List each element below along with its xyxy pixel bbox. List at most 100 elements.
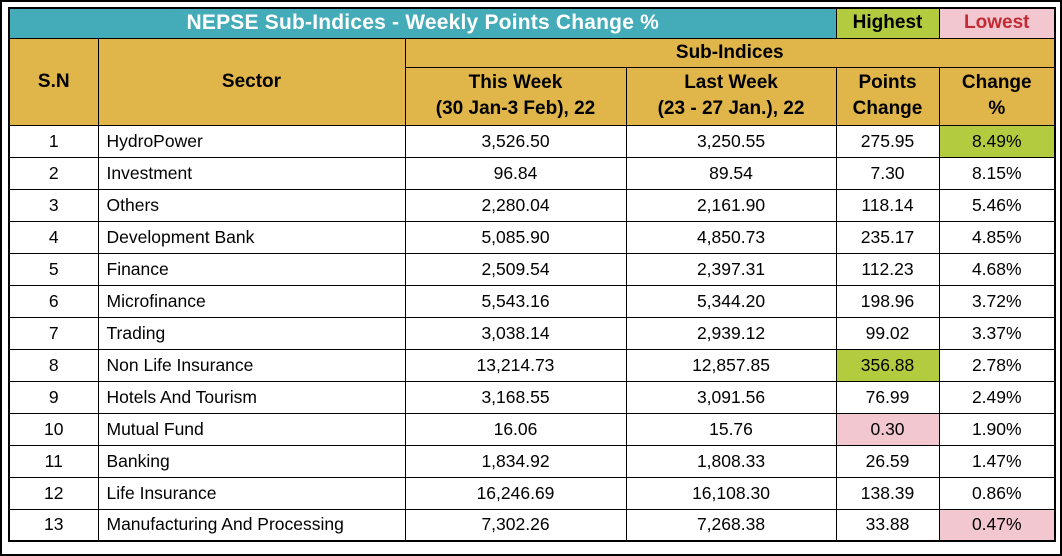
sector-cell: Microfinance (97, 284, 406, 318)
change-pct-cell: 8.15% (938, 156, 1056, 190)
last-week-cell: 2,161.90 (625, 188, 837, 222)
this-week-cell: 1,834.92 (404, 444, 627, 478)
last-week-cell: 3,091.56 (625, 380, 837, 414)
column-header-sn: S.N (8, 37, 99, 126)
points-change-cell: 33.88 (835, 508, 940, 542)
sn-cell: 1 (8, 124, 99, 158)
points-change-label-line2: Change (852, 98, 923, 119)
legend-highest-badge: Highest (835, 7, 940, 39)
change-pct-label-line2: % (988, 98, 1006, 119)
sn-cell: 2 (8, 156, 99, 190)
legend-lowest-badge: Lowest (938, 7, 1056, 39)
points-change-cell: 0.30 (835, 412, 940, 446)
points-change-cell: 76.99 (835, 380, 940, 414)
table-row: 3 Others 2,280.04 2,161.90 118.14 5.46% (8, 188, 1056, 222)
this-week-dates: (30 Jan-3 Feb), 22 (435, 98, 596, 119)
header-row-columns: This Week (30 Jan-3 Feb), 22 Last Week (… (9, 66, 1056, 126)
change-pct-cell: 4.68% (938, 252, 1056, 286)
column-header-points-change: Points Change (835, 66, 940, 126)
sn-cell: 5 (8, 252, 99, 286)
table-row: 12 Life Insurance 16,246.69 16,108.30 138.39… (8, 476, 1056, 510)
sn-cell: 6 (8, 284, 99, 318)
column-header-last-week: Last Week (23 - 27 Jan.), 22 (625, 66, 837, 126)
last-week-cell: 4,850.73 (625, 220, 837, 254)
table-row: 7 Trading 3,038.14 2,939.12 99.02 3.37% (8, 316, 1056, 350)
this-week-label: This Week (468, 72, 563, 93)
this-week-cell: 96.84 (404, 156, 627, 190)
table-row: 1 HydroPower 3,526.50 3,250.55 275.95 8.49% (8, 124, 1056, 158)
points-change-cell: 118.14 (835, 188, 940, 222)
last-week-cell: 3,250.55 (625, 124, 837, 158)
table-body: 1 HydroPower 3,526.50 3,250.55 275.95 8.49% 2 I… (8, 124, 1056, 542)
sn-cell: 12 (8, 476, 99, 510)
points-change-cell: 235.17 (835, 220, 940, 254)
sector-cell: Manufacturing And Processing (97, 508, 406, 542)
change-pct-cell: 2.49% (938, 380, 1056, 414)
points-change-cell: 198.96 (835, 284, 940, 318)
this-week-cell: 2,280.04 (404, 188, 627, 222)
sector-cell: Others (97, 188, 406, 222)
change-pct-cell: 4.85% (938, 220, 1056, 254)
sector-cell: Life Insurance (97, 476, 406, 510)
sector-cell: Investment (97, 156, 406, 190)
this-week-cell: 3,526.50 (404, 124, 627, 158)
points-change-cell: 138.39 (835, 476, 940, 510)
change-pct-label-line1: Change (961, 72, 1032, 93)
table-row: 4 Development Bank 5,085.90 4,850.73 235.17 4… (8, 220, 1056, 254)
last-week-cell: 2,397.31 (625, 252, 837, 286)
last-week-cell: 15.76 (625, 412, 837, 446)
table-row: 2 Investment 96.84 89.54 7.30 8.15% (8, 156, 1056, 190)
last-week-cell: 89.54 (625, 156, 837, 190)
change-pct-cell: 3.72% (938, 284, 1056, 318)
page-title: NEPSE Sub-Indices - Weekly Points Change… (8, 7, 837, 39)
table-row: 8 Non Life Insurance 13,214.73 12,857.85 356… (8, 348, 1056, 382)
table-row: 13 Manufacturing And Processing 7,302.26 7,… (8, 508, 1056, 542)
last-week-cell: 16,108.30 (625, 476, 837, 510)
last-week-label: Last Week (684, 72, 778, 93)
this-week-cell: 5,543.16 (404, 284, 627, 318)
sector-cell: Development Bank (97, 220, 406, 254)
change-pct-cell: 0.86% (938, 476, 1056, 510)
sn-cell: 8 (8, 348, 99, 382)
change-pct-cell: 1.90% (938, 412, 1056, 446)
change-pct-cell: 5.46% (938, 188, 1056, 222)
table-row: 10 Mutual Fund 16.06 15.76 0.30 1.90% (8, 412, 1056, 446)
change-pct-cell: 3.37% (938, 316, 1056, 350)
column-header-this-week: This Week (30 Jan-3 Feb), 22 (404, 66, 627, 126)
sector-cell: Trading (97, 316, 406, 350)
change-pct-cell: 0.47% (938, 508, 1056, 542)
this-week-cell: 13,214.73 (404, 348, 627, 382)
table-row: 5 Finance 2,509.54 2,397.31 112.23 4.68% (8, 252, 1056, 286)
title-legend-row: NEPSE Sub-Indices - Weekly Points Change… (8, 7, 1056, 39)
this-week-cell: 3,038.14 (404, 316, 627, 350)
this-week-cell: 5,085.90 (404, 220, 627, 254)
column-header-sub-indices: Sub-Indices (404, 37, 1056, 68)
header-row-group: S.N Sector Sub-Indices (8, 37, 1056, 126)
column-header-sector: Sector (97, 37, 406, 126)
column-header-change-pct: Change % (938, 66, 1056, 126)
points-change-cell: 112.23 (835, 252, 940, 286)
change-pct-cell: 1.47% (938, 444, 1056, 478)
nepse-subindices-table: NEPSE Sub-Indices - Weekly Points Change… (8, 7, 1057, 542)
points-change-cell: 356.88 (835, 348, 940, 382)
this-week-cell: 2,509.54 (404, 252, 627, 286)
last-week-dates: (23 - 27 Jan.), 22 (657, 98, 805, 119)
table-row: 9 Hotels And Tourism 3,168.55 3,091.56 76.99… (8, 380, 1056, 414)
points-change-cell: 26.59 (835, 444, 940, 478)
sector-cell: Finance (97, 252, 406, 286)
sector-cell: Mutual Fund (97, 412, 406, 446)
table-row: 11 Banking 1,834.92 1,808.33 26.59 1.47% (8, 444, 1056, 478)
sector-cell: HydroPower (97, 124, 406, 158)
sn-cell: 9 (8, 380, 99, 414)
last-week-cell: 12,857.85 (625, 348, 837, 382)
this-week-cell: 16,246.69 (404, 476, 627, 510)
last-week-cell: 2,939.12 (625, 316, 837, 350)
points-change-cell: 275.95 (835, 124, 940, 158)
sector-cell: Non Life Insurance (97, 348, 406, 382)
sn-cell: 7 (8, 316, 99, 350)
points-change-label-line1: Points (858, 72, 917, 93)
sn-cell: 11 (8, 444, 99, 478)
sn-cell: 13 (8, 508, 99, 542)
points-change-cell: 7.30 (835, 156, 940, 190)
